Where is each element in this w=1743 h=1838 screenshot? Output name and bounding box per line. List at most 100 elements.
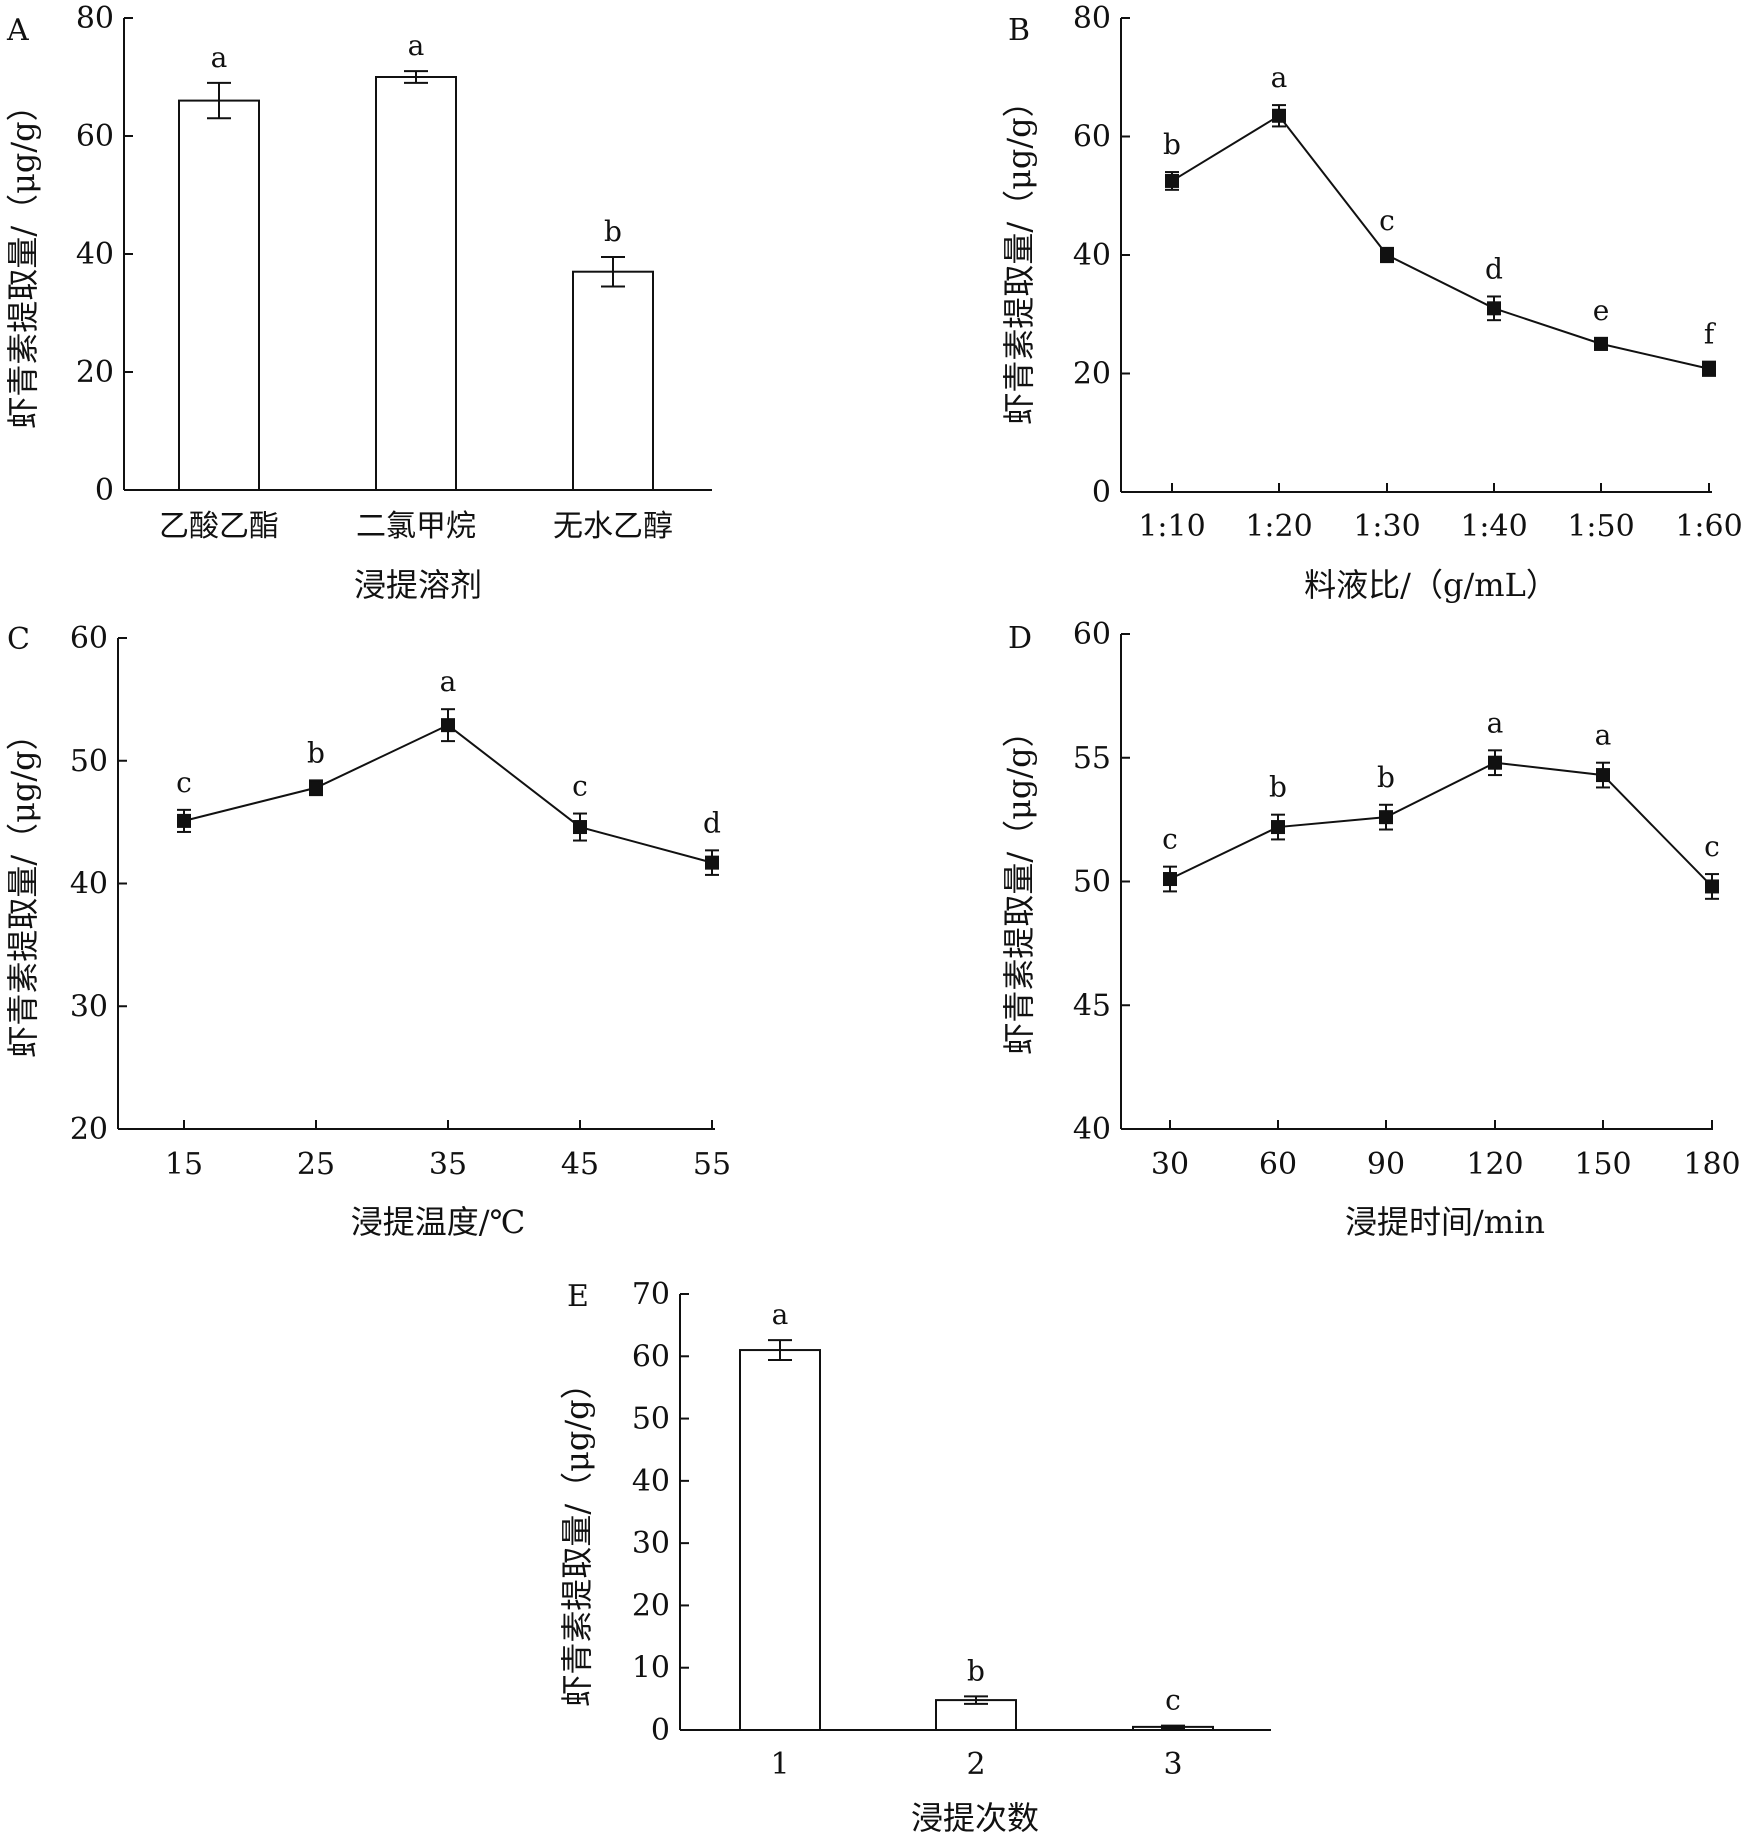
x-tick-label: 1 — [770, 1747, 789, 1782]
x-tick-label: 55 — [693, 1147, 731, 1182]
panel-label: A — [6, 13, 29, 48]
series-line — [1171, 114, 1710, 370]
significance-label: b — [1269, 771, 1287, 804]
y-tick-label: 20 — [76, 355, 114, 390]
chart-panel-e: E 0 10 20 30 40 50 60 70 1 2 3 浸提次数 虾青素提取量/（μg/g） a b c — [558, 1277, 1271, 1837]
y-tick-label: 60 — [1073, 617, 1111, 652]
significance-label: c — [1165, 1684, 1181, 1717]
panel-label: D — [1008, 621, 1032, 656]
x-tick-label: 30 — [1151, 1147, 1189, 1182]
panel-label: B — [1008, 13, 1030, 48]
y-axis-title: 虾青素提取量/（μg/g） — [4, 89, 42, 428]
significance-label: a — [1595, 719, 1612, 752]
y-tick-label: 70 — [632, 1277, 670, 1312]
significance-label: d — [1485, 252, 1503, 285]
significance-label: b — [604, 215, 622, 248]
bar — [572, 270, 654, 492]
y-tick-label: 60 — [76, 119, 114, 154]
bar — [178, 99, 260, 491]
x-axis-title: 浸提溶剂 — [354, 566, 482, 604]
x-tick-label: 35 — [429, 1147, 467, 1182]
x-tick-label: 乙酸乙酯 — [159, 509, 279, 544]
significance-label: c — [1704, 830, 1720, 863]
panel-label: E — [567, 1279, 589, 1314]
x-tick-label: 1:30 — [1353, 509, 1420, 544]
y-tick-label: 0 — [95, 473, 114, 508]
x-tick-label: 1:60 — [1675, 509, 1742, 544]
y-tick-label: 60 — [632, 1339, 670, 1374]
x-tick-label: 90 — [1367, 1147, 1405, 1182]
y-tick-label: 80 — [1073, 1, 1111, 36]
y-tick-label: 20 — [632, 1588, 670, 1623]
x-tick-label: 45 — [561, 1147, 599, 1182]
y-tick-label: 20 — [1073, 357, 1111, 392]
y-tick-label: 50 — [70, 744, 108, 779]
y-tick-label: 55 — [1073, 741, 1111, 776]
bar — [375, 76, 457, 491]
y-tick-label: 0 — [1092, 475, 1111, 510]
y-tick-label: 50 — [1073, 865, 1111, 900]
y-tick-label: 40 — [76, 237, 114, 272]
significance-label: a — [1271, 61, 1288, 94]
y-axis-title: 虾青素提取量/（μg/g） — [1000, 715, 1038, 1054]
significance-label: c — [1162, 823, 1178, 856]
y-tick-label: 60 — [70, 621, 108, 656]
x-axis-title: 浸提时间/min — [1345, 1203, 1545, 1241]
y-tick-label: 40 — [1073, 1112, 1111, 1147]
series-line — [183, 723, 713, 864]
y-tick-label: 40 — [1073, 238, 1111, 273]
x-tick-label: 180 — [1683, 1147, 1740, 1182]
y-axis-title: 虾青素提取量/（μg/g） — [4, 718, 42, 1057]
significance-label: e — [1593, 294, 1610, 327]
y-tick-label: 40 — [70, 867, 108, 902]
significance-label: b — [967, 1654, 985, 1687]
x-tick-label: 1:10 — [1138, 509, 1205, 544]
significance-label: c — [176, 766, 192, 799]
y-tick-label: 20 — [70, 1112, 108, 1147]
x-tick-label: 1:20 — [1245, 509, 1312, 544]
y-tick-label: 50 — [632, 1402, 670, 1437]
y-tick-label: 10 — [632, 1651, 670, 1686]
x-tick-label: 150 — [1574, 1147, 1631, 1182]
x-tick-label: 15 — [165, 1147, 203, 1182]
y-axis-title: 虾青素提取量/（μg/g） — [1000, 85, 1038, 424]
significance-label: a — [211, 41, 228, 74]
significance-label: a — [772, 1298, 789, 1331]
series-line — [1169, 761, 1713, 888]
x-axis-title: 料液比/（g/mL） — [1304, 566, 1558, 604]
x-tick-label: 2 — [966, 1747, 985, 1782]
x-tick-label: 3 — [1163, 1747, 1182, 1782]
bar — [935, 1699, 1017, 1732]
chart-panel-b: B 0 20 40 60 80 1:10 1:20 1:30 1:40 1:50 1:60 料液比/（g… — [1000, 1, 1743, 604]
x-axis-title: 浸提温度/℃ — [351, 1203, 526, 1241]
significance-label: a — [440, 665, 457, 698]
y-tick-label: 0 — [651, 1713, 670, 1748]
x-tick-label: 1:40 — [1460, 509, 1527, 544]
x-tick-label: 1:50 — [1567, 509, 1634, 544]
y-tick-label: 60 — [1073, 120, 1111, 155]
x-tick-label: 25 — [297, 1147, 335, 1182]
y-tick-label: 45 — [1073, 988, 1111, 1023]
significance-label: f — [1704, 318, 1717, 351]
y-tick-label: 30 — [70, 989, 108, 1024]
bar — [739, 1349, 821, 1731]
significance-label: d — [703, 806, 721, 839]
x-tick-label: 无水乙醇 — [553, 509, 673, 544]
significance-label: c — [1379, 204, 1395, 237]
y-tick-label: 80 — [76, 1, 114, 36]
significance-label: a — [1487, 706, 1504, 739]
y-tick-label: 40 — [632, 1464, 670, 1499]
y-tick-label: 30 — [632, 1526, 670, 1561]
significance-label: b — [307, 736, 325, 769]
chart-panel-c: C 20 30 40 50 60 15 25 35 45 55 浸提温度/℃ 虾青素提取量/（μg/g）… — [4, 621, 731, 1241]
x-tick-label: 120 — [1466, 1147, 1523, 1182]
x-tick-label: 60 — [1259, 1147, 1297, 1182]
x-tick-label: 二氯甲烷 — [356, 509, 476, 544]
significance-label: b — [1377, 761, 1395, 794]
significance-label: b — [1163, 128, 1181, 161]
x-axis-title: 浸提次数 — [911, 1799, 1039, 1837]
significance-label: a — [408, 29, 425, 62]
panel-label: C — [7, 622, 30, 657]
